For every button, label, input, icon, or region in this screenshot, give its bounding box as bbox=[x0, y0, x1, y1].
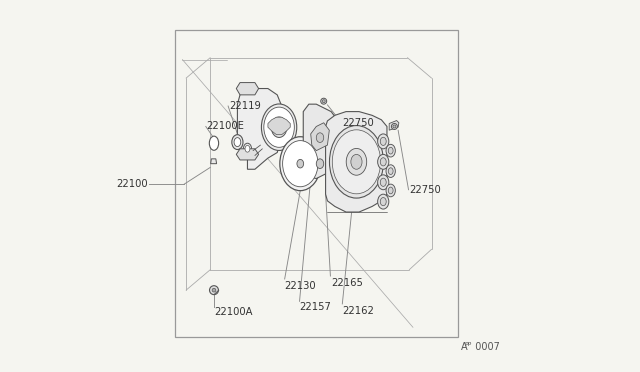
Circle shape bbox=[212, 288, 216, 292]
Ellipse shape bbox=[243, 143, 252, 154]
Text: 22162: 22162 bbox=[342, 306, 374, 315]
Text: 22165: 22165 bbox=[331, 278, 363, 288]
Polygon shape bbox=[268, 117, 291, 135]
Circle shape bbox=[321, 98, 326, 104]
Ellipse shape bbox=[346, 148, 367, 175]
Ellipse shape bbox=[380, 198, 386, 206]
Ellipse shape bbox=[378, 154, 389, 169]
Polygon shape bbox=[237, 89, 281, 169]
Ellipse shape bbox=[261, 104, 297, 150]
Ellipse shape bbox=[330, 126, 383, 198]
Ellipse shape bbox=[271, 117, 287, 137]
Ellipse shape bbox=[378, 194, 389, 209]
Ellipse shape bbox=[283, 141, 318, 187]
Polygon shape bbox=[236, 149, 259, 160]
Ellipse shape bbox=[378, 175, 389, 190]
Ellipse shape bbox=[386, 144, 396, 157]
Ellipse shape bbox=[380, 137, 386, 145]
Text: 22157: 22157 bbox=[300, 302, 332, 312]
Polygon shape bbox=[211, 159, 216, 164]
Ellipse shape bbox=[332, 130, 381, 194]
Ellipse shape bbox=[386, 184, 396, 197]
Ellipse shape bbox=[275, 121, 284, 133]
Ellipse shape bbox=[232, 135, 243, 150]
Ellipse shape bbox=[264, 107, 294, 147]
Ellipse shape bbox=[388, 147, 393, 154]
Ellipse shape bbox=[314, 129, 326, 146]
Text: 0007: 0007 bbox=[468, 341, 500, 352]
Ellipse shape bbox=[316, 133, 324, 142]
Text: 22119: 22119 bbox=[229, 101, 260, 111]
Polygon shape bbox=[310, 123, 330, 151]
Ellipse shape bbox=[245, 145, 250, 152]
Ellipse shape bbox=[380, 158, 386, 166]
Polygon shape bbox=[389, 121, 399, 130]
Ellipse shape bbox=[388, 168, 393, 174]
Ellipse shape bbox=[386, 165, 396, 177]
Text: 22100: 22100 bbox=[116, 179, 148, 189]
Text: 22750: 22750 bbox=[342, 118, 374, 128]
Text: 22130: 22130 bbox=[285, 282, 316, 291]
Polygon shape bbox=[303, 104, 337, 179]
Ellipse shape bbox=[280, 137, 321, 190]
Text: 22750: 22750 bbox=[410, 185, 441, 195]
Polygon shape bbox=[236, 83, 259, 95]
Ellipse shape bbox=[234, 138, 241, 147]
Text: 22100A: 22100A bbox=[214, 308, 253, 317]
Ellipse shape bbox=[209, 136, 219, 150]
Text: A: A bbox=[461, 341, 468, 352]
Circle shape bbox=[392, 124, 397, 129]
Bar bbox=[175, 30, 458, 337]
Circle shape bbox=[209, 286, 218, 295]
Ellipse shape bbox=[378, 134, 389, 149]
Text: 22100E: 22100E bbox=[207, 122, 244, 131]
Ellipse shape bbox=[380, 178, 386, 186]
Ellipse shape bbox=[297, 159, 303, 168]
Polygon shape bbox=[326, 112, 387, 212]
Text: PP: PP bbox=[464, 342, 471, 347]
Circle shape bbox=[393, 125, 396, 128]
Ellipse shape bbox=[351, 154, 362, 169]
Ellipse shape bbox=[388, 187, 393, 194]
Ellipse shape bbox=[316, 159, 324, 169]
Circle shape bbox=[322, 100, 325, 103]
